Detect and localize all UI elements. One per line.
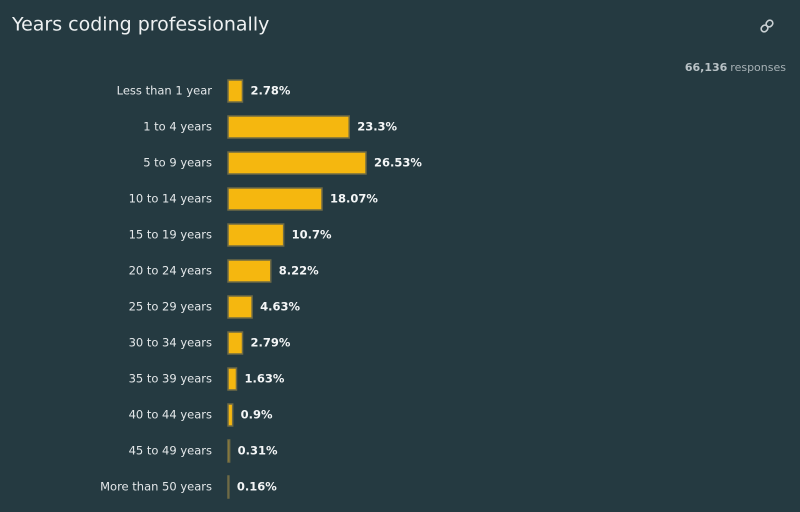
link-icon[interactable] xyxy=(760,19,774,33)
category-label: 1 to 4 years xyxy=(143,120,212,134)
value-label: 8.22% xyxy=(279,264,319,278)
category-label: 45 to 49 years xyxy=(129,444,212,458)
value-label: 0.16% xyxy=(237,480,277,494)
category-label: 10 to 14 years xyxy=(129,192,212,206)
bar xyxy=(227,367,238,391)
responses: 66,136 responses xyxy=(685,61,786,74)
bar xyxy=(227,475,230,499)
bar xyxy=(227,115,350,139)
category-label: 35 to 39 years xyxy=(129,372,212,386)
value-label: 26.53% xyxy=(374,156,422,170)
bar xyxy=(227,403,234,427)
bar xyxy=(227,439,231,463)
bar xyxy=(227,259,272,283)
value-label: 23.3% xyxy=(357,120,397,134)
category-label: 30 to 34 years xyxy=(129,336,212,350)
chart-title: Years coding professionally xyxy=(11,14,269,36)
value-label: 2.79% xyxy=(251,336,291,350)
category-label: 20 to 24 years xyxy=(129,264,212,278)
value-label: 0.9% xyxy=(241,408,273,422)
value-label: 0.31% xyxy=(238,444,278,458)
bar xyxy=(227,295,253,319)
bar xyxy=(227,151,367,175)
category-label: 40 to 44 years xyxy=(129,408,212,422)
bar xyxy=(227,331,244,355)
value-label: 4.63% xyxy=(260,300,300,314)
category-label: 5 to 9 years xyxy=(143,156,212,170)
value-label: 18.07% xyxy=(330,192,378,206)
value-label: 1.63% xyxy=(244,372,284,386)
value-label: 10.7% xyxy=(292,228,332,242)
bar xyxy=(227,223,285,247)
category-label: More than 50 years xyxy=(100,480,212,494)
bar xyxy=(227,79,244,103)
category-label: Less than 1 year xyxy=(117,84,213,98)
category-label: 25 to 29 years xyxy=(129,300,212,314)
bar xyxy=(227,187,323,211)
value-label: 2.78% xyxy=(250,84,290,98)
category-label: 15 to 19 years xyxy=(129,228,212,242)
responses-count: 66,136 xyxy=(685,61,728,74)
responses-text: responses xyxy=(730,61,786,74)
